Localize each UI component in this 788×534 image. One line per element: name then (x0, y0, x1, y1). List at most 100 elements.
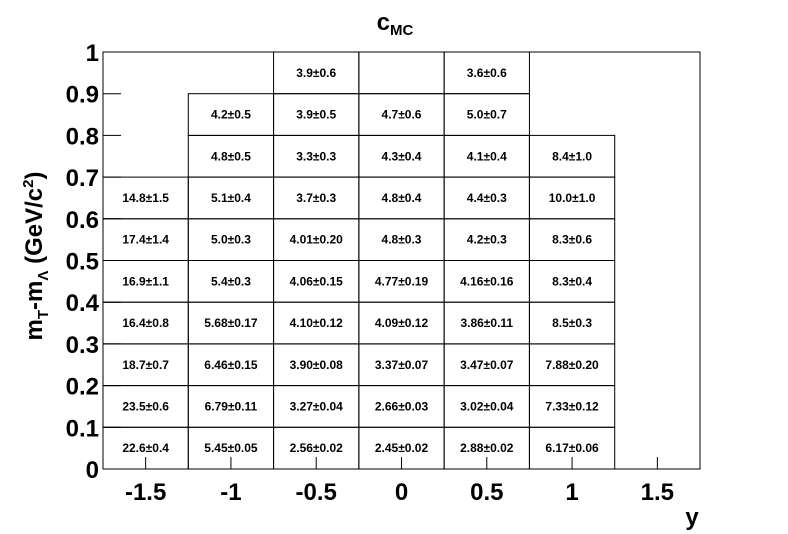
table-cell-value: 3.02±0.04 (460, 399, 514, 413)
x-tick-label: 1 (565, 479, 578, 506)
chart-title-main: c (377, 9, 390, 36)
table-cell: 8.4±1.0 (528, 134, 616, 178)
table-cell: 3.86±0.11 (443, 301, 530, 345)
table-cell-value: 3.6±0.6 (467, 66, 507, 80)
y-axis-label-unit-sup: 2 (20, 180, 37, 188)
table-cell-value: 4.8±0.4 (382, 191, 422, 205)
table-cell: 14.8±1.5 (102, 176, 189, 220)
table-cell-value: 6.17±0.06 (545, 441, 599, 455)
table-cell-value: 3.86±0.11 (460, 316, 513, 330)
table-cell-value: 4.77±0.19 (375, 274, 429, 288)
table-cell-value: 5.0±0.7 (467, 108, 507, 122)
y-axis-label-unit-close: ) (21, 172, 48, 180)
table-cell-value: 8.3±0.4 (552, 274, 592, 288)
table-cell-value: 4.09±0.12 (375, 316, 429, 330)
table-cell: 17.4±1.4 (102, 218, 189, 262)
y-tick-label: 0.7 (66, 165, 99, 192)
chart-title: cMC (377, 9, 414, 39)
table-cell: 4.16±0.16 (443, 260, 530, 303)
table-cell: 6.46±0.15 (187, 343, 275, 387)
table-cell-value: 8.3±0.6 (552, 233, 592, 247)
table-cell: 4.1±0.4 (443, 134, 530, 178)
table-cell-value: 16.9±1.1 (122, 274, 169, 288)
y-tick-label: 0.2 (66, 374, 99, 401)
table-cell: 7.88±0.20 (528, 343, 616, 387)
y-tick-label: 0.4 (66, 290, 100, 317)
table-cell: 4.8±0.5 (187, 134, 275, 178)
table-cell-value: 22.6±0.4 (122, 441, 169, 455)
chart-title-subscript: MC (390, 22, 413, 39)
table-cell: 4.8±0.3 (358, 218, 445, 262)
table-cell: 8.3±0.4 (528, 260, 616, 303)
x-tick-label: -1 (220, 479, 241, 506)
table-cell: 3.27±0.04 (273, 385, 360, 428)
table-cell: 4.77±0.19 (358, 260, 445, 303)
table-cell: 8.5±0.3 (528, 301, 616, 345)
table-cell-value: 4.16±0.16 (460, 274, 514, 288)
table-cell-value: 2.45±0.02 (375, 441, 429, 455)
table-cell: 4.3±0.4 (358, 134, 445, 178)
table-cell: 5.0±0.7 (443, 93, 530, 136)
table-cell: 2.66±0.03 (358, 385, 445, 428)
table-cell-value: 4.4±0.3 (467, 191, 507, 205)
table-cells: 22.6±0.4 5.45±0.05 2.56±0.02 2.45±0.02 2.88±… (102, 51, 616, 470)
table-cell-value: 8.4±1.0 (552, 149, 592, 163)
table-cell-value: 18.7±0.7 (122, 358, 169, 372)
table-cell: 4.4±0.3 (443, 176, 530, 220)
y-axis-label: mT-mΛ (GeV/c2) (20, 172, 52, 341)
table-cell-value: 3.47±0.07 (460, 358, 514, 372)
table-cell: 16.4±0.8 (102, 301, 189, 345)
table-cell-value: 5.68±0.17 (204, 316, 258, 330)
y-tick-label: 0.6 (66, 207, 99, 234)
table-cell-value: 6.46±0.15 (204, 358, 258, 372)
y-tick-label: 0.3 (66, 332, 99, 359)
table-cell-value: 4.10±0.12 (290, 316, 344, 330)
table-cell-value: 4.01±0.20 (290, 233, 344, 247)
table-cell-value: 7.33±0.12 (545, 399, 599, 413)
table-cell-border (358, 51, 445, 95)
table-cell-value: 3.7±0.3 (296, 191, 336, 205)
table-cell: 4.01±0.20 (273, 218, 360, 262)
table-cell-value: 3.3±0.3 (296, 149, 336, 163)
y-tick-label: 0 (86, 457, 99, 484)
y-tick-label: 0.8 (66, 123, 99, 150)
table-cell: 3.02±0.04 (443, 385, 530, 428)
table-cell: 5.4±0.3 (187, 260, 275, 303)
table-cell-value: 16.4±0.8 (122, 316, 169, 330)
x-tick-label: -0.5 (296, 479, 337, 506)
y-axis-label-sub-lambda: Λ (35, 271, 52, 281)
table-cell: 3.6±0.6 (443, 51, 530, 95)
table-cell-value: 4.3±0.4 (382, 149, 422, 163)
y-axis-label-mid: -m (21, 281, 48, 310)
table-cell: 4.2±0.5 (187, 93, 275, 136)
table-cell: 6.79±0.11 (187, 385, 275, 428)
table-cell-border (528, 134, 616, 178)
table-cell-value: 4.2±0.3 (467, 233, 507, 247)
table-cell-value: 3.9±0.6 (296, 66, 336, 80)
table-cell: 4.06±0.15 (273, 260, 360, 303)
table-cell-value: 3.9±0.5 (296, 108, 336, 122)
table-cell-value: 2.56±0.02 (290, 441, 344, 455)
x-tick-label: -1.5 (125, 479, 166, 506)
table-cell-value: 5.45±0.05 (204, 441, 258, 455)
table-cell: 5.1±0.4 (187, 176, 275, 220)
x-axis-ticks: -1.5 -1 -0.5 0 0.5 1 1.5 (125, 457, 674, 506)
table-cell-value: 4.2±0.5 (211, 108, 251, 122)
table-cell-value: 2.66±0.03 (375, 399, 429, 413)
table-cell-value: 6.79±0.11 (205, 399, 258, 413)
table-cell-value: 23.5±0.6 (122, 399, 169, 413)
x-axis-label: y (685, 504, 699, 531)
y-axis-label-m: m (21, 319, 48, 340)
table-cell-value: 5.1±0.4 (211, 191, 251, 205)
table-cell-value: 3.27±0.04 (290, 399, 344, 413)
table-cell-value: 3.90±0.08 (290, 358, 344, 372)
table-cell-value: 10.0±1.0 (549, 191, 596, 205)
y-tick-label: 1 (86, 40, 99, 67)
table-cell-value: 5.4±0.3 (211, 274, 251, 288)
table-cell-value: 14.8±1.5 (122, 191, 169, 205)
table-cell: 3.3±0.3 (273, 134, 360, 178)
table-cell: 3.47±0.07 (443, 343, 530, 387)
table-cell: 5.68±0.17 (187, 301, 275, 345)
table-cell: 7.33±0.12 (528, 385, 616, 428)
